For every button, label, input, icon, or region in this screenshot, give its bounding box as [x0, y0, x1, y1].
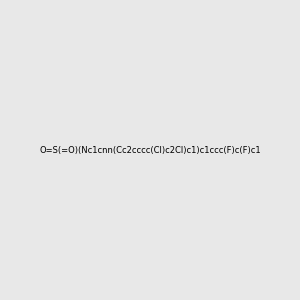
Text: O=S(=O)(Nc1cnn(Cc2cccc(Cl)c2Cl)c1)c1ccc(F)c(F)c1: O=S(=O)(Nc1cnn(Cc2cccc(Cl)c2Cl)c1)c1ccc(… — [39, 146, 261, 154]
